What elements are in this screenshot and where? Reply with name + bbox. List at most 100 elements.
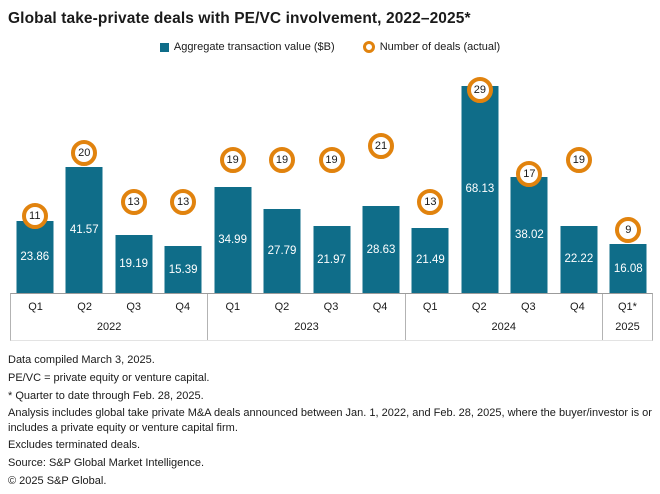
value-bar: 21.97 <box>313 226 351 293</box>
bar-slot: 41.57 20 <box>59 57 108 293</box>
bar-value-label: 16.08 <box>613 262 643 275</box>
legend-value-label: Aggregate transaction value ($B) <box>173 41 335 53</box>
quarter-label: Q3 <box>323 301 339 313</box>
legend-item-value: Aggregate transaction value ($B) <box>159 41 335 53</box>
deal-count-badge: 19 <box>269 147 296 173</box>
quarter-label-row: Q1 Q2 Q3 Q4 <box>208 294 404 313</box>
value-bar: 38.02 <box>510 177 548 293</box>
axis-group-2024: Q1 Q2 Q3 Q4 2024 <box>404 294 602 340</box>
deal-count-badge: 13 <box>417 189 444 215</box>
footnote-line: * Quarter to date through Feb. 28, 2025. <box>8 389 204 402</box>
quarter-label: Q4 <box>175 301 191 313</box>
deal-count-badge: 13 <box>170 189 197 215</box>
deal-count-badge: 20 <box>71 140 98 166</box>
value-bar: 41.57 <box>65 166 103 293</box>
footnote-line: Excludes terminated deals. <box>8 439 141 452</box>
footnote-line: © 2025 S&P Global. <box>8 475 107 488</box>
value-bar: 68.13 <box>461 85 499 293</box>
deal-count-badge: 9 <box>615 217 642 243</box>
bar-value-label: 28.63 <box>366 243 396 256</box>
year-label: 2025 <box>615 321 640 333</box>
quarter-label: Q2 <box>471 301 487 313</box>
bar-value-label: 19.19 <box>119 257 149 270</box>
bar-slot: 22.22 19 <box>554 57 603 293</box>
bar-slot: 23.86 11 <box>10 57 59 293</box>
quarter-label: Q3 <box>520 301 536 313</box>
bar-slot: 38.02 17 <box>505 57 554 293</box>
axis-group-2023: Q1 Q2 Q3 Q4 2023 <box>207 294 404 340</box>
legend-deals-label: Number of deals (actual) <box>379 41 501 53</box>
bar-value-label: 23.86 <box>20 250 50 263</box>
bar-slot: 21.97 19 <box>307 57 356 293</box>
deal-count-badge: 19 <box>565 147 592 173</box>
deal-count-badge: 11 <box>21 203 48 229</box>
quarter-label: Q1* <box>617 301 637 313</box>
year-label: 2024 <box>491 321 517 333</box>
legend: Aggregate transaction value ($B) Number … <box>0 41 660 53</box>
bar-value-label: 22.22 <box>564 253 594 266</box>
quarter-label: Q2 <box>77 301 92 313</box>
quarter-label: Q2 <box>274 301 290 313</box>
quarter-label: Q4 <box>372 301 388 313</box>
footnote-line: Analysis includes global take private M&… <box>8 407 652 434</box>
axis-group-2022: Q1 Q2 Q3 Q4 2022 <box>11 294 207 340</box>
bar-slot: 27.79 19 <box>257 57 306 293</box>
footnote-line: Data compiled March 3, 2025. <box>8 354 155 366</box>
quarter-label-row: Q1 Q2 Q3 Q4 <box>406 294 602 313</box>
value-bar: 34.99 <box>214 186 252 293</box>
quarter-label-row: Q1 Q2 Q3 Q4 <box>11 294 207 313</box>
value-bar: 21.49 <box>411 227 449 293</box>
bar-group-2025: 16.08 9 <box>604 57 653 293</box>
footnote-line: PE/VC = private equity or venture capita… <box>8 371 210 384</box>
bar-slot: 15.39 13 <box>158 57 207 293</box>
bar-group-2024: 21.49 13 68.13 29 38.02 17 22.22 19 <box>406 57 604 293</box>
deal-count-badge: 29 <box>466 77 493 103</box>
x-axis: Q1 Q2 Q3 Q4 2022 Q1 Q2 Q3 Q4 2023 Q1 Q2 Q3 Q4 2024 Q1* 2… <box>10 293 653 341</box>
bar-value-label: 68.13 <box>465 183 495 196</box>
footnote-line: Source: S&P Global Market Intelligence. <box>8 457 205 470</box>
value-bar: 15.39 <box>164 246 202 293</box>
bar-slot: 16.08 9 <box>604 57 653 293</box>
bar-value-label: 21.97 <box>317 253 346 266</box>
value-bar: 19.19 <box>115 234 153 293</box>
bar-slot: 34.99 19 <box>208 57 257 293</box>
value-bar: 23.86 <box>16 220 54 293</box>
plot-area: 23.86 11 41.57 20 19.19 13 15.39 13 34.99 19 27.79… <box>10 57 653 293</box>
deal-count-badge: 19 <box>318 147 345 173</box>
deal-ring-icon <box>362 41 375 53</box>
deal-count-badge: 13 <box>120 189 147 215</box>
bar-swatch-icon <box>159 42 169 52</box>
bar-value-label: 15.39 <box>168 263 198 276</box>
bar-slot: 68.13 29 <box>455 57 504 293</box>
bar-slot: 28.63 21 <box>356 57 405 293</box>
value-bar: 16.08 <box>609 244 647 293</box>
bar-value-label: 27.79 <box>267 244 297 257</box>
bar-slot: 19.19 13 <box>109 57 158 293</box>
quarter-label: Q4 <box>570 301 585 313</box>
value-bar: 28.63 <box>362 206 400 293</box>
quarter-label: Q1 <box>422 301 438 313</box>
footnotes: Data compiled March 3, 2025. PE/VC = priv… <box>8 353 654 488</box>
bar-group-2022: 23.86 11 41.57 20 19.19 13 15.39 13 <box>10 57 208 293</box>
year-label: 2023 <box>294 321 319 333</box>
year-label: 2022 <box>96 321 122 333</box>
quarter-label: Q1 <box>28 301 43 313</box>
quarter-label: Q1 <box>225 301 241 313</box>
quarter-label-row: Q1* <box>603 294 652 313</box>
legend-item-deals: Number of deals (actual) <box>362 41 501 53</box>
deal-count-badge: 21 <box>367 133 394 159</box>
bar-slot: 21.49 13 <box>406 57 455 293</box>
bar-group-2023: 34.99 19 27.79 19 21.97 19 28.63 21 <box>208 57 406 293</box>
bar-value-label: 21.49 <box>416 254 445 267</box>
value-bar: 27.79 <box>263 208 301 293</box>
quarter-label: Q3 <box>126 301 142 313</box>
value-bar: 22.22 <box>560 225 598 293</box>
deal-count-badge: 19 <box>219 147 246 173</box>
bar-value-label: 41.57 <box>69 223 99 236</box>
chart-title: Global take-private deals with PE/VC inv… <box>8 10 471 27</box>
deal-count-badge: 17 <box>516 161 543 187</box>
bar-value-label: 34.99 <box>218 233 247 246</box>
axis-group-2025: Q1* 2025 <box>601 294 652 340</box>
bar-value-label: 38.02 <box>514 229 544 242</box>
